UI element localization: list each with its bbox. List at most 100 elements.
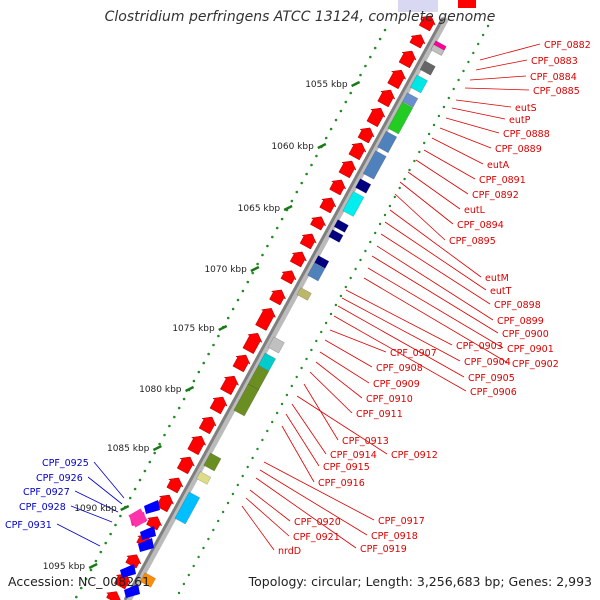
reverse-gene-arrow [124,584,140,598]
ruler-dot [423,141,426,145]
gene-label: CPF_0902 [512,359,559,370]
gene-label: CPF_0913 [342,436,389,447]
gene-label: CPF_0909 [373,379,420,390]
gene-label: eutA [487,160,510,171]
forward-gene-arrow [166,477,184,494]
ruler-dot [236,483,239,487]
ruler-dot [251,271,254,275]
gene-label: CPF_0888 [503,129,550,140]
ruler-dot [383,213,387,217]
ruler-dot [344,285,347,289]
label-leader-line [333,315,467,392]
ruler-dot [334,303,338,307]
gene-label: CPF_0920 [294,517,341,528]
reverse-gene-arrow [138,538,154,552]
ruler-dot [271,235,274,239]
ruler-dot [280,402,284,406]
forward-gene-arrow [146,516,163,531]
gene-label: CPF_0917 [378,516,425,527]
gene-label: CPF_0882 [544,40,591,51]
gene-label: eutT [490,286,512,297]
gene-label: CPF_0925 [42,458,89,469]
ruler-dot [393,195,396,199]
ruler-tick-label: 1080 kbp [139,385,182,395]
ruler-dot [398,186,401,190]
gene-label: CPF_0901 [507,344,554,355]
ruler-dot [261,253,264,257]
ruler-dot [295,375,298,379]
gene-block [419,60,436,76]
gene-label: CPF_0904 [464,357,511,368]
label-leader-line [415,159,469,195]
ruler-dot [462,69,465,73]
forward-gene-arrow [232,354,251,373]
feature-tracks [105,0,476,600]
forward-gene-arrow [357,127,375,144]
backbone-shadow [124,16,450,600]
gene-block [258,352,276,372]
forward-gene-arrow [269,289,287,306]
gene-label: CPF_0900 [502,329,549,340]
gene-block [377,130,398,154]
forward-gene-arrow [387,69,407,90]
ruler-dot [119,514,122,518]
ruler-dot [300,366,303,370]
ruler-dot [305,172,308,176]
label-leader-line [451,107,506,120]
ruler-dot [148,460,152,464]
ruler-dot [153,451,156,455]
topology-text: Topology: circular; Length: 3,256,683 bp… [248,574,592,589]
ruler-dot [320,330,323,334]
gene-block [296,287,312,301]
label-leader-line [445,117,500,134]
ruler-dot [378,222,382,226]
gene-label: CPF_0903 [456,341,503,352]
gene-label: eutS [515,103,537,114]
forward-gene-arrow [289,251,307,268]
ruler-dot [256,447,259,451]
ruler-dot [369,55,372,59]
gene-label: CPF_0899 [497,316,544,327]
forward-gene-arrow [242,332,263,355]
ruler-dot [457,78,460,82]
ruler-dot [192,564,195,568]
gene-label: CPF_0894 [457,220,504,231]
ruler-dot [94,559,98,563]
label-leader-line [245,497,290,537]
gene-block [362,150,387,180]
ruler-dot [295,190,299,194]
gene-label: CPF_0927 [23,487,70,498]
gene-label: CPF_0905 [468,373,515,384]
gene-label: CPF_0885 [533,86,580,97]
label-leader-line [431,137,484,165]
gene-block [328,229,344,243]
ruler-tick [152,444,162,452]
label-leader-line [241,505,275,551]
ruler-dot [241,474,244,478]
gene-label: CPF_0921 [293,532,340,543]
ruler-dot [472,51,475,55]
ruler-dot [251,456,254,460]
ruler-dot [437,114,441,118]
ruler-dot [324,136,328,140]
ruler-dot [207,537,210,541]
label-leader-line [56,523,101,547]
ruler-dot [334,118,338,122]
ruler-dot [163,433,166,437]
ruler-dot [212,528,215,532]
gene-label: CPF_0895 [449,236,496,247]
forward-gene-arrow [125,554,142,569]
label-leader-line [87,476,123,505]
gene-label: CPF_0883 [531,56,578,67]
gene-block [174,491,201,525]
ruler-dot [84,577,88,581]
ruler-dot [418,150,421,154]
ruler-dot [388,204,392,208]
ruler-dot [104,541,107,545]
ruler-dot [261,438,264,442]
reverse-gene-arrow [140,526,156,540]
ruler-dot [187,573,190,577]
ruler-tick [317,142,327,150]
label-leader-line [285,413,320,467]
gene-label: eutP [509,115,531,126]
